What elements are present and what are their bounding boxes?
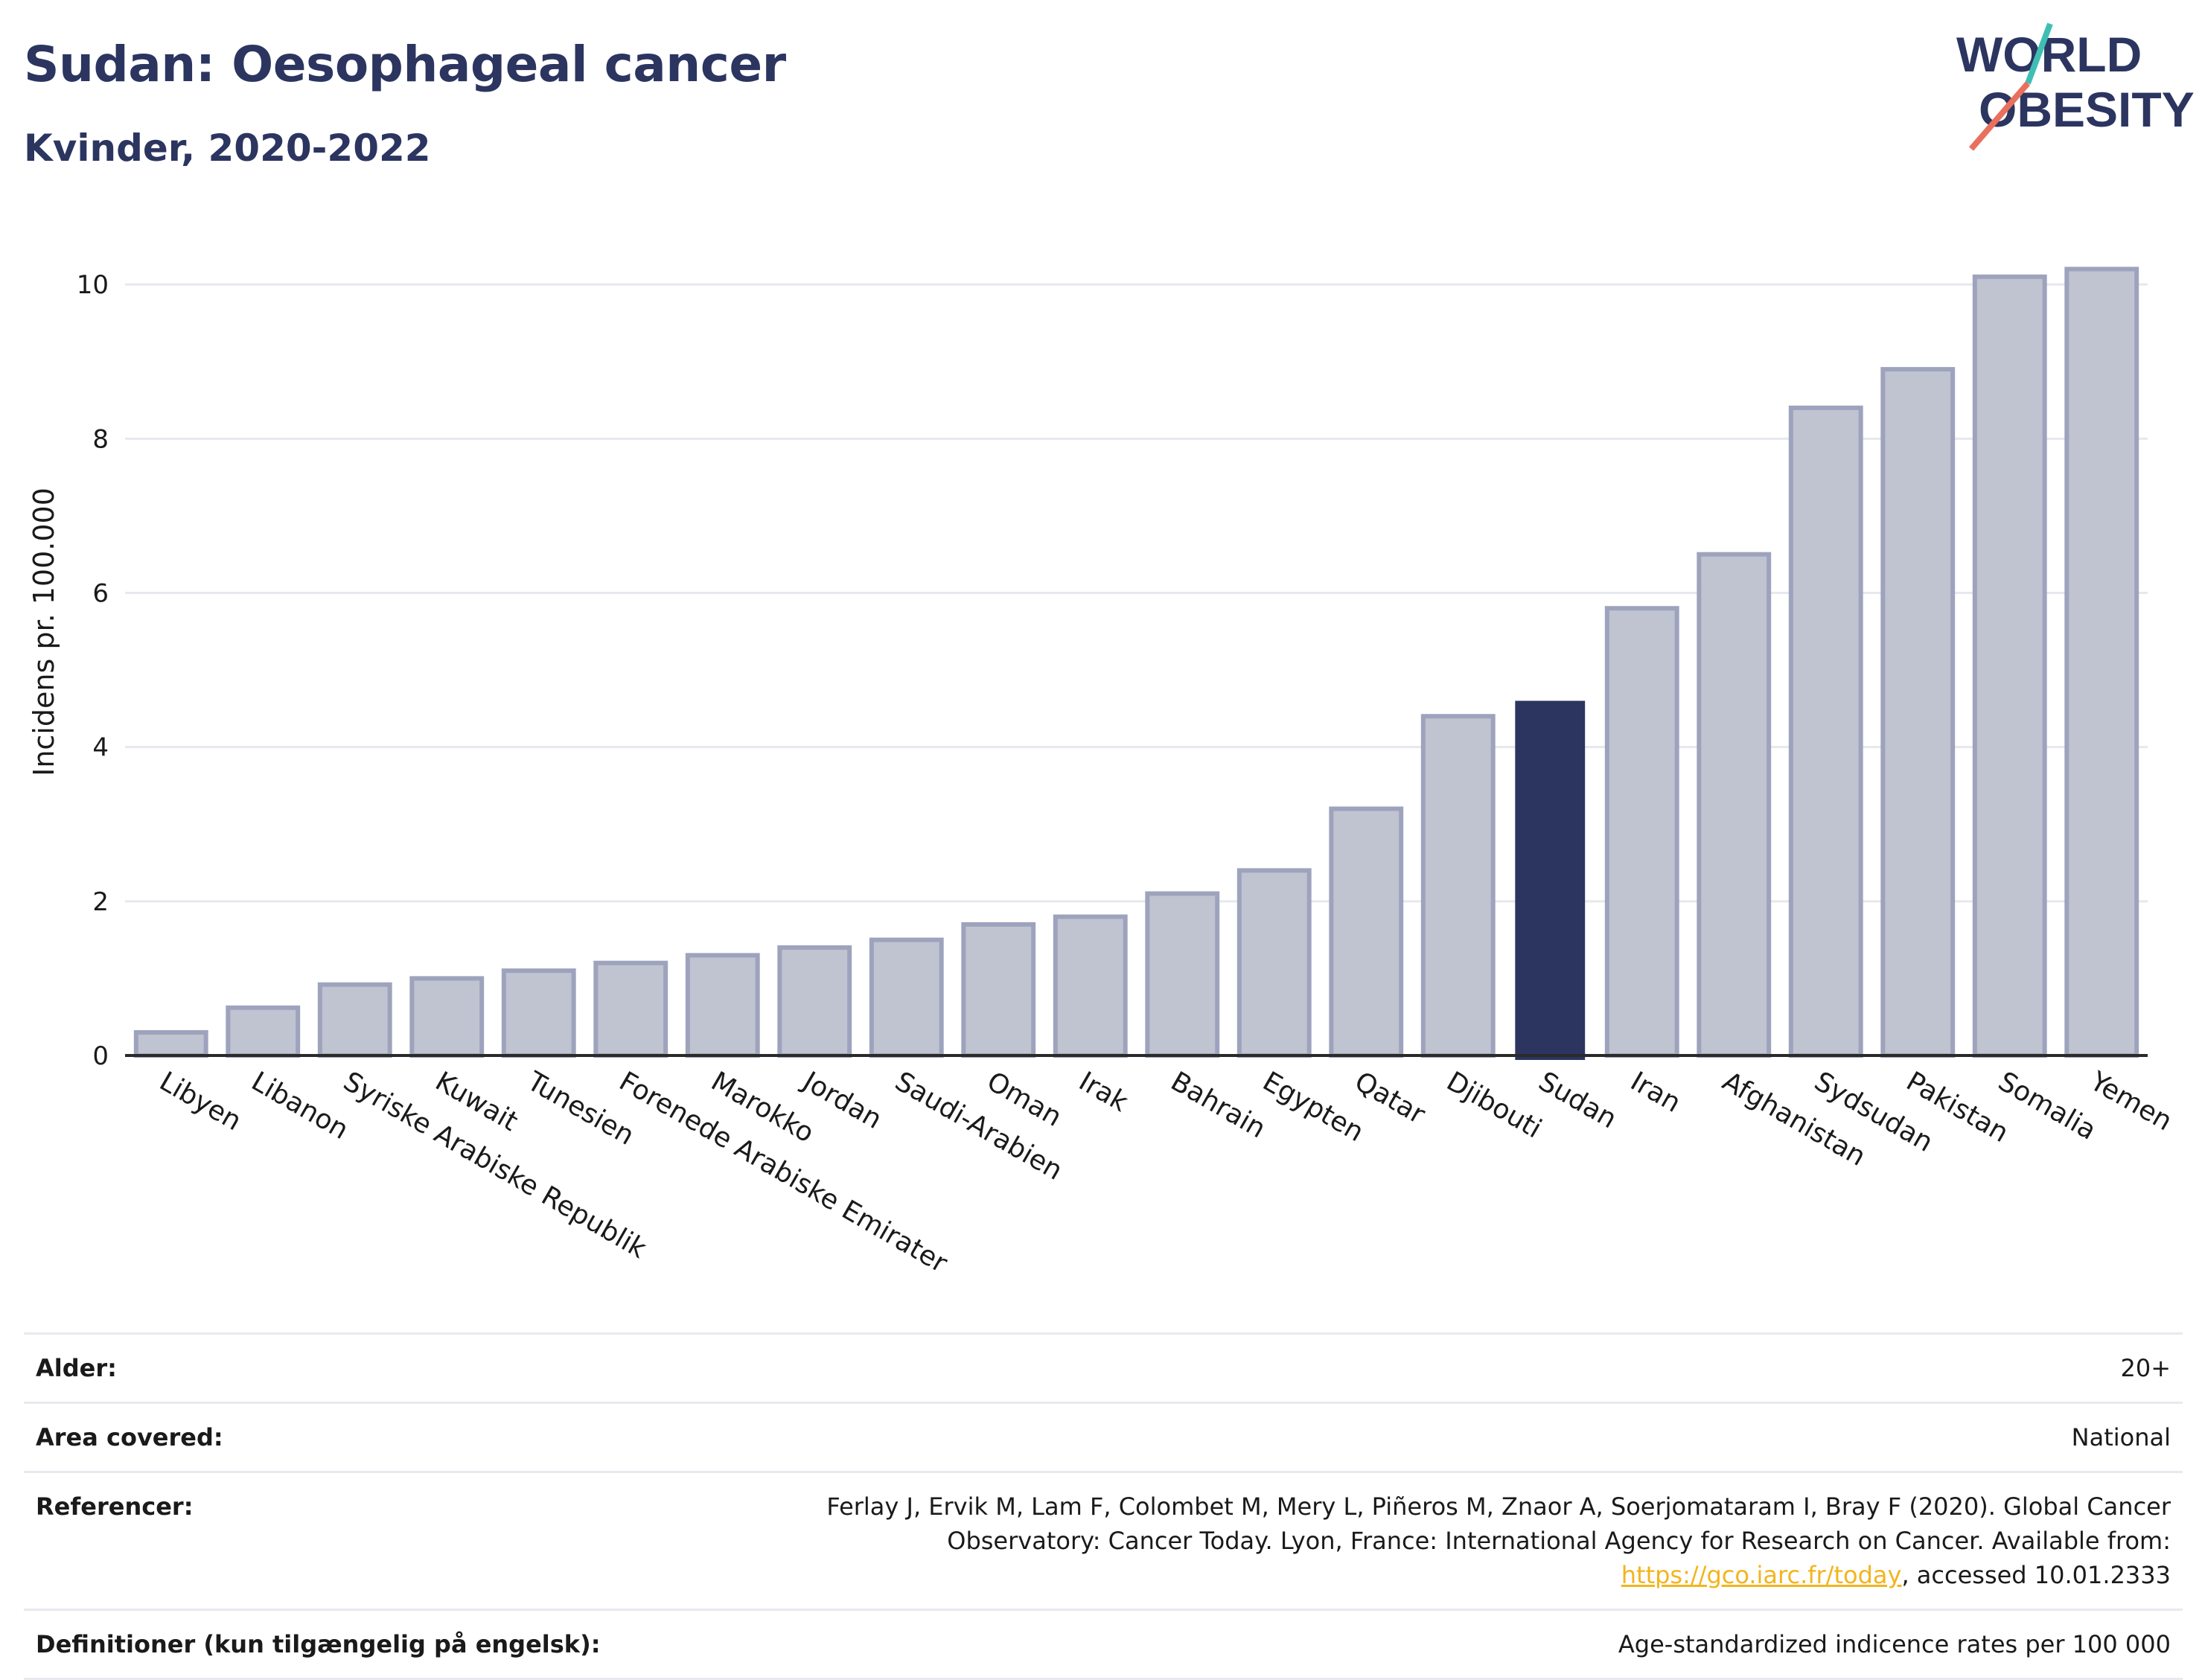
bar-tunesien[interactable] (501, 968, 576, 1058)
bar-afghanistan[interactable] (1697, 552, 1772, 1058)
bar-kuwait[interactable] (409, 976, 485, 1058)
bar-yemen[interactable] (2064, 266, 2139, 1058)
x-tick-label: Somalia (1993, 1066, 2101, 1146)
bar-iran[interactable] (1604, 606, 1679, 1058)
references-text: Ferlay J, Ervik M, Lam F, Colombet M, Me… (826, 1492, 2171, 1555)
bar-libanon[interactable] (226, 1005, 301, 1058)
bar-libyen[interactable] (133, 1029, 208, 1058)
info-row-definitions: Definitioner (kun tilgængelig på engelsk… (24, 1609, 2183, 1679)
bar-saudi-arabien[interactable] (869, 937, 944, 1058)
bar-sudan[interactable] (1515, 700, 1586, 1060)
x-tick-label: Irak (1073, 1066, 1133, 1118)
logo-slash-teal (2025, 22, 2053, 85)
bar-egypten[interactable] (1236, 868, 1312, 1058)
bar-oman[interactable] (961, 922, 1036, 1058)
logo-line-2: OBESITY (1979, 82, 2195, 137)
y-tick-label: 10 (77, 270, 109, 300)
definitions-label: Definitioner (kun tilgængelig på engelsk… (36, 1630, 601, 1658)
bar-bahrain[interactable] (1145, 891, 1220, 1058)
bar-irak[interactable] (1053, 914, 1128, 1058)
bar-somalia[interactable] (1972, 274, 2047, 1058)
x-tick-label: Sudan (1534, 1066, 1622, 1134)
area-value: National (2071, 1423, 2171, 1451)
logo-line-1: WORLD (1956, 27, 2142, 82)
x-tick-label: Egypten (1257, 1066, 1368, 1148)
references-value: Ferlay J, Ervik M, Lam F, Colombet M, Me… (718, 1472, 2183, 1610)
x-tick-label: Bahrain (1166, 1066, 1271, 1144)
bar-qatar[interactable] (1329, 806, 1404, 1058)
definitions-value: Age-standardized indicence rates per 100… (1618, 1630, 2171, 1658)
info-row-area: Area covered: National (24, 1402, 2183, 1472)
info-row-age: Alder: 20+ (24, 1333, 2183, 1403)
world-obesity-logo: WORLD OBESITY (1956, 22, 2195, 151)
y-axis-ticks: 0 2 4 6 8 10 (77, 270, 109, 1071)
x-tick-label: Djibouti (1441, 1066, 1546, 1144)
info-table: Alder: 20+ Area covered: National Refere… (24, 1332, 2183, 1680)
references-label: Referencer: (36, 1492, 194, 1521)
bar-sydsudan[interactable] (1788, 405, 1863, 1058)
age-value: 20+ (2120, 1354, 2171, 1382)
page-title: Sudan: Oesophageal cancer (24, 36, 786, 93)
logo-slash-coral (1968, 81, 2031, 151)
y-tick-label: 2 (92, 887, 109, 917)
bar-syriske-arabiske-republik[interactable] (317, 982, 392, 1058)
y-tick-label: 4 (92, 733, 109, 763)
age-label: Alder: (36, 1354, 117, 1382)
y-tick-label: 0 (92, 1041, 109, 1071)
y-axis-title: Incidens pr. 100.000 (28, 488, 60, 776)
bar-jordan[interactable] (777, 945, 852, 1058)
info-row-references: Referencer: Ferlay J, Ervik M, Lam F, Co… (24, 1472, 2183, 1610)
y-tick-label: 8 (92, 424, 109, 454)
area-label: Area covered: (36, 1423, 223, 1451)
bars (133, 266, 2139, 1060)
x-tick-label: Libanon (246, 1066, 354, 1146)
page-subtitle: Kvinder, 2020-2022 (24, 127, 431, 170)
x-tick-label: Yemen (2084, 1066, 2177, 1137)
bar-djibouti[interactable] (1420, 714, 1496, 1058)
bar-forenede-arabiske-emirater[interactable] (593, 960, 668, 1058)
x-tick-label: Iran (1625, 1066, 1685, 1119)
bar-pakistan[interactable] (1880, 367, 1956, 1058)
references-accessed: , accessed 10.01.2333 (1901, 1561, 2171, 1589)
reference-link[interactable]: https://gco.iarc.fr/today (1621, 1561, 1902, 1589)
bar-marokko[interactable] (685, 953, 760, 1058)
y-tick-label: 6 (92, 578, 109, 608)
x-tick-label: Libyen (154, 1066, 246, 1137)
